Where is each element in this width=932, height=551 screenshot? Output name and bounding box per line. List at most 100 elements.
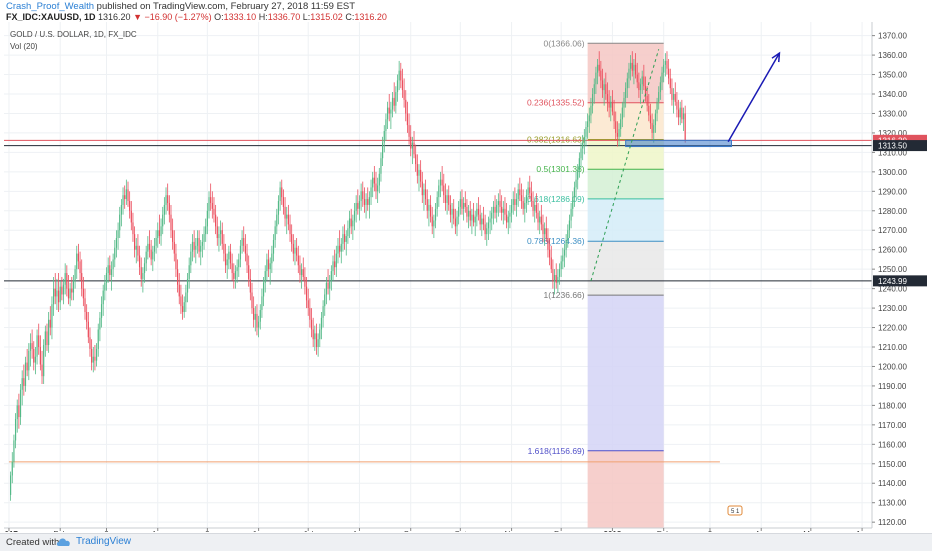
candle [160,218,162,246]
candle [616,121,618,147]
candle-body [190,251,192,266]
candle [649,103,652,130]
candle-body [420,169,422,182]
candle [334,249,336,275]
candle [580,142,582,168]
candle [658,86,660,110]
candle [54,273,56,305]
candle-body [529,187,531,194]
candle-body [276,214,278,227]
candle-body [29,343,32,351]
candle [91,339,93,371]
candle [142,267,144,293]
price-chart[interactable]: 0(1366.06) 0.236(1335.52) 0.382(1316.63) 0.… [4,22,928,532]
candle [200,239,202,266]
candle-body [102,290,104,305]
candle-body [120,204,122,215]
candle [428,199,430,227]
candle-body [674,94,676,102]
candle-body [620,119,622,130]
candle-body [540,216,542,225]
candle [348,210,351,239]
fibonacci-retracement[interactable]: 0(1366.06) 0.236(1335.52) 0.382(1316.63) 0.… [527,38,664,528]
candle [165,187,167,215]
candle-body [519,189,521,196]
candle [444,183,447,211]
candlestick-series [10,51,686,501]
candle-body [248,265,250,279]
candle-body [109,265,111,275]
candle-body [195,245,197,250]
candle-body [353,210,356,221]
candle [206,202,208,235]
price-axis[interactable]: 1120.00 1130.00 1140.00 1150.00 1160.00 1170.… [871,22,928,532]
events-icon[interactable]: 5 1 [727,505,743,516]
symbol-label: FX_IDC:XAUUSD, 1D [6,12,96,22]
candle-body [469,210,471,221]
support-zone-box[interactable] [625,139,732,148]
candle-body [175,253,177,270]
candle-body [266,259,268,272]
candle-body [506,214,508,223]
candle [31,329,33,359]
candle [231,253,233,281]
candle-body [305,286,308,301]
candle-body [223,243,225,254]
candle [522,189,524,215]
candle-body [403,90,405,100]
drawings[interactable] [590,49,781,281]
candle [244,234,246,262]
candle [532,191,534,217]
candle [304,267,306,295]
candle-body [342,234,344,244]
candle-body [132,222,134,235]
candle [221,222,223,250]
candle-body [59,286,61,303]
trend-dashed-line[interactable] [590,49,660,281]
candle [155,230,157,254]
open-label: O: [214,12,224,22]
candle [77,243,79,270]
candle-body [51,304,53,328]
candle-body [484,224,486,235]
candle [138,245,141,275]
candle [618,123,620,147]
forecast-arrow-line[interactable] [727,52,781,143]
candle-body [646,95,648,106]
candle-body [162,214,164,227]
candle-body [441,179,443,186]
author-link[interactable]: Crash_Proof_Wealth [6,1,95,12]
candle-body [229,251,232,264]
time-tick-label: 2 [708,530,713,532]
candle [504,197,506,221]
candle-body [186,278,189,293]
candle [398,60,400,91]
candle [433,214,435,239]
candle-body [623,97,625,108]
candle [421,171,423,203]
candle [107,257,109,283]
candle [51,296,53,340]
time-axis[interactable]: 2017 Feb 2 Apr 3 Jun Jul Aug Sep Oct Nov Dec 2018 Feb… [4,527,872,532]
candle [684,105,686,143]
candle-body [611,101,614,112]
price-tick-label: 1260.00 [878,246,907,255]
candle [636,62,638,89]
candle [492,201,494,225]
fib-zone [587,450,664,528]
candle [115,230,118,258]
candle-body [525,195,528,203]
candle [615,111,617,141]
candle [57,273,60,312]
candle [196,230,199,254]
candle-body [77,253,79,262]
time-tick-label: Feb [53,530,67,532]
candle [638,72,640,98]
candle-body [630,62,632,69]
tradingview-logo-text[interactable]: TradingView [76,536,132,547]
candle-body [188,265,190,279]
candle [469,201,471,227]
candle [413,130,415,159]
candle-body [284,206,286,219]
candle-body [560,261,562,270]
